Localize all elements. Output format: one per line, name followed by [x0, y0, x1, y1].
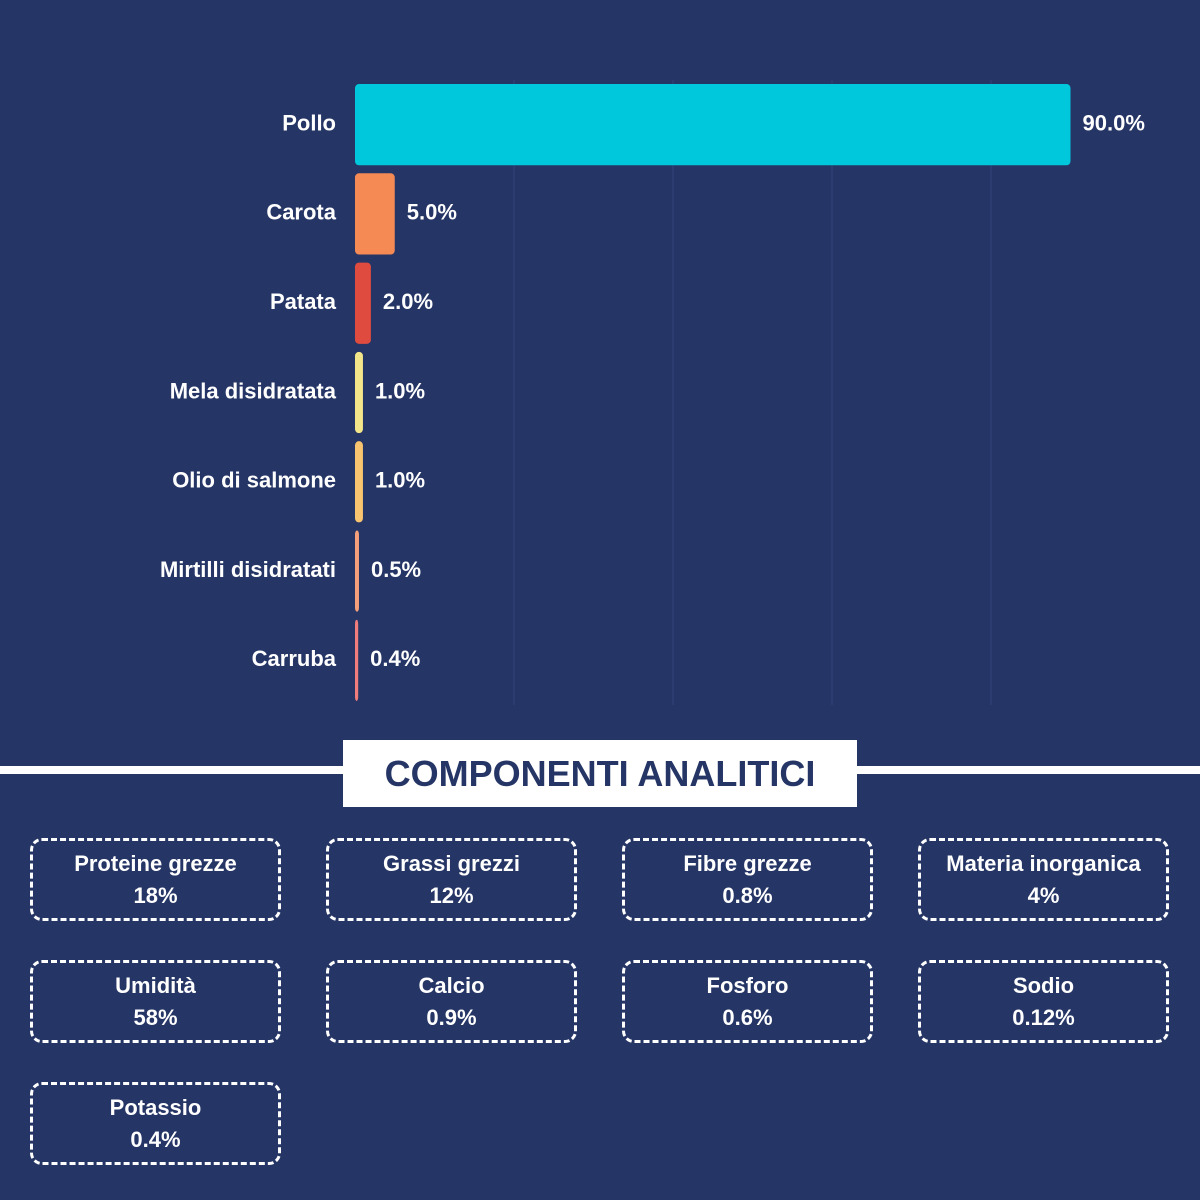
value-label: 5.0% [407, 200, 457, 225]
component-value: 12% [429, 882, 474, 908]
component-value: 18% [133, 882, 178, 908]
component-value: 58% [133, 1004, 178, 1030]
value-label: 1.0% [375, 378, 425, 403]
value-label: 0.5% [371, 557, 421, 582]
chart: Pollo 90.0% Carota 5.0% Patata 2.0% Mela disid… [160, 80, 1145, 705]
y-tick-label: Carruba [252, 646, 337, 671]
bar [355, 84, 1071, 166]
y-tick-label: Mirtilli disidratati [160, 557, 336, 582]
component-card: Fosforo 0.6% [622, 960, 873, 1043]
y-tick-label: Carota [266, 200, 336, 225]
component-name: Fibre grezze [683, 850, 812, 876]
component-name: Calcio [418, 972, 485, 998]
component-name: Potassio [109, 1094, 202, 1120]
component-value: 0.6% [722, 1004, 773, 1030]
component-name: Fosforo [706, 972, 789, 998]
component-value: 0.9% [426, 1004, 477, 1030]
component-name: Materia inorganica [946, 850, 1141, 876]
component-name: Grassi grezzi [383, 850, 520, 876]
y-tick-label: Olio di salmone [172, 468, 336, 493]
component-value: 0.12% [1012, 1004, 1075, 1030]
component-card: Potassio 0.4% [30, 1082, 281, 1165]
component-card: Materia inorganica 4% [918, 838, 1169, 921]
bar [355, 351, 363, 434]
value-label: 90.0% [1083, 110, 1145, 135]
value-label: 1.0% [375, 468, 425, 493]
bar [355, 619, 359, 701]
bar [355, 530, 359, 612]
component-value: 0.8% [722, 882, 773, 908]
bar [355, 173, 395, 255]
y-tick-label: Patata [270, 289, 337, 314]
component-name: Umidità [115, 972, 196, 998]
value-label: 0.4% [370, 646, 420, 671]
value-label: 2.0% [383, 289, 433, 314]
y-tick-label: Pollo [282, 110, 336, 135]
component-name: Proteine grezze [74, 850, 237, 876]
component-card: Sodio 0.12% [918, 960, 1169, 1043]
component-card: Fibre grezze 0.8% [622, 838, 873, 921]
component-value: 4% [1027, 882, 1060, 908]
bar [355, 441, 363, 523]
component-card: Grassi grezzi 12% [326, 838, 577, 921]
component-card: Calcio 0.9% [326, 960, 577, 1043]
component-name: Sodio [1012, 972, 1075, 998]
component-value: 0.4% [130, 1126, 181, 1152]
component-card: Proteine grezze 18% [30, 838, 281, 921]
bar [355, 262, 371, 344]
y-tick-label: Mela disidratata [170, 378, 337, 403]
component-card: Umidità 58% [30, 960, 281, 1043]
section-title: COMPONENTI ANALITICI [343, 740, 857, 807]
